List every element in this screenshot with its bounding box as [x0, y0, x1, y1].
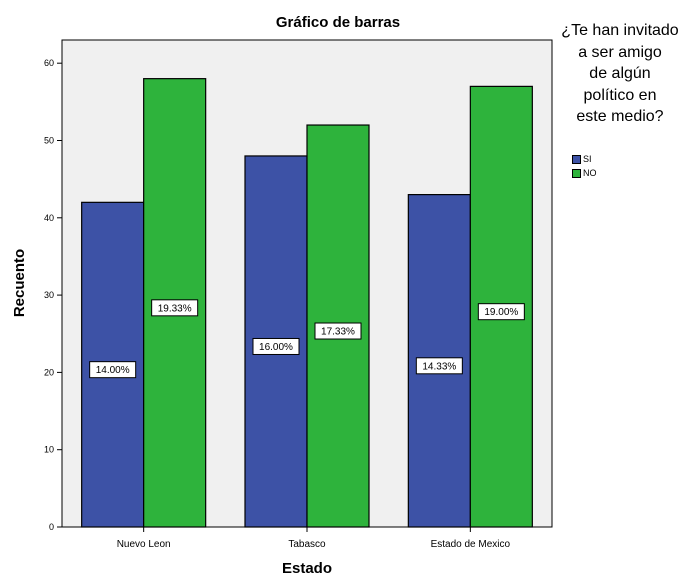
y-tick-label: 50: [44, 135, 54, 145]
legend-title-line: de algún: [589, 65, 651, 83]
data-label: 14.00%: [96, 365, 130, 376]
data-label-box: [151, 299, 199, 317]
x-axis-label: Estado: [282, 560, 332, 577]
x-tick-label: Tabasco: [288, 539, 326, 550]
y-tick-label: 40: [44, 213, 54, 223]
legend-swatch: [572, 154, 581, 164]
data-label: 14.33%: [422, 361, 456, 372]
y-tick-label: 0: [49, 522, 54, 532]
legend-item-si: SI: [572, 152, 597, 166]
legend: SI NO: [572, 152, 597, 180]
data-label: 17.33%: [321, 327, 355, 338]
legend-swatch: [572, 168, 581, 178]
legend-title-line: ¿Te han invitado: [561, 22, 679, 39]
data-label: 19.33%: [158, 303, 192, 314]
data-label: 16.00%: [259, 342, 293, 353]
y-tick-label: 30: [44, 290, 54, 300]
y-tick-label: 10: [44, 445, 54, 455]
legend-title: ¿Te han invitado a ser amigo de algún polít…: [553, 20, 687, 128]
x-tick-label: Estado de Mexico: [431, 539, 511, 550]
y-tick-label: 60: [44, 58, 54, 68]
y-axis-label: Recuento: [11, 249, 28, 317]
legend-item-no: NO: [572, 166, 597, 180]
data-label-box: [314, 322, 362, 340]
y-tick-label: 20: [44, 367, 54, 377]
legend-title-line: este medio?: [576, 108, 664, 126]
data-label-box: [89, 361, 137, 379]
legend-title-line: a ser amigo: [578, 43, 662, 61]
data-label-box: [252, 337, 300, 355]
x-tick-label: Nuevo Leon: [117, 539, 171, 550]
data-label: 19.00%: [484, 307, 518, 318]
legend-label: SI: [583, 154, 592, 164]
legend-title-line: político en: [583, 86, 657, 104]
data-label-box: [415, 357, 463, 375]
legend-label: NO: [583, 168, 597, 178]
data-label-box: [477, 303, 525, 321]
chart-title: Gráfico de barras: [276, 14, 400, 31]
